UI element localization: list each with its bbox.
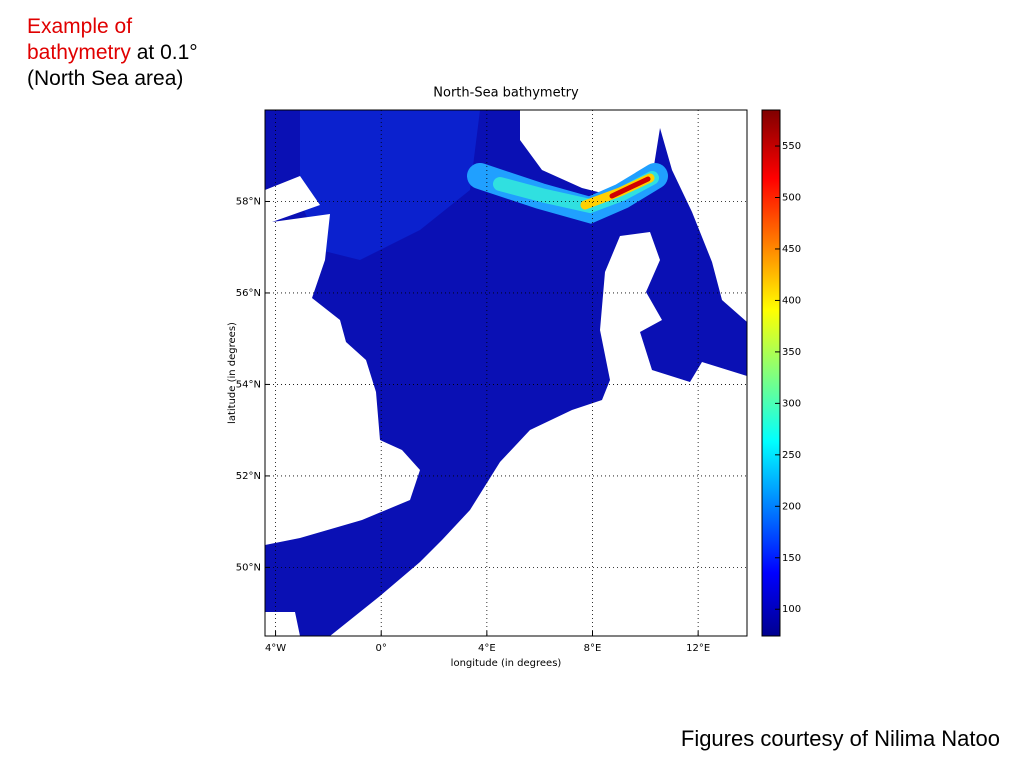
colorbar [761, 109, 781, 637]
y-tick-label: 58°N [236, 196, 261, 207]
x-tick-label: 4°E [478, 643, 496, 654]
x-axis-label: longitude (in degrees) [451, 658, 562, 669]
colorbar-tick-label: 150 [782, 553, 801, 564]
colorbar-tick-label: 500 [782, 192, 801, 203]
chart-title: North-Sea bathymetry [433, 86, 579, 101]
caption-text: at 0.1° [136, 41, 198, 64]
x-tick-label: 12°E [686, 643, 710, 654]
colorbar-tick-label: 450 [782, 244, 801, 255]
land [520, 110, 747, 322]
x-tick-label: 4°W [265, 643, 286, 654]
y-tick-label: 56°N [236, 288, 261, 299]
colorbar-tick-label: 300 [782, 398, 801, 409]
colorbar-tick-label: 400 [782, 295, 801, 306]
colorbar-tick-label: 250 [782, 450, 801, 461]
colorbar-tick-label: 100 [782, 604, 801, 615]
y-tick-label: 52°N [236, 471, 261, 482]
caption-highlight: Example of [27, 15, 133, 38]
colorbar-tick-label: 350 [782, 347, 801, 358]
caption: Example of bathymetry at 0.1° (North Sea… [27, 14, 198, 92]
bathymetry-field [265, 110, 747, 636]
y-tick-label: 54°N [236, 379, 261, 390]
land [265, 612, 300, 636]
plot-frame [264, 109, 748, 637]
caption-highlight: bathymetry [27, 41, 131, 64]
land [330, 232, 747, 636]
caption-text: (North Sea area) [27, 67, 184, 90]
x-tick-label: 8°E [584, 643, 602, 654]
land [265, 176, 420, 545]
trench [609, 176, 651, 199]
y-axis-label: latitude (in degrees) [227, 322, 238, 424]
y-tick-label: 50°N [236, 562, 261, 573]
x-tick-label: 0° [376, 643, 387, 654]
deep-area [300, 110, 480, 260]
colorbar-tick-label: 550 [782, 141, 801, 152]
credit: Figures courtesy of Nilima Natoo [680, 726, 1000, 751]
colorbar-tick-label: 200 [782, 501, 801, 512]
